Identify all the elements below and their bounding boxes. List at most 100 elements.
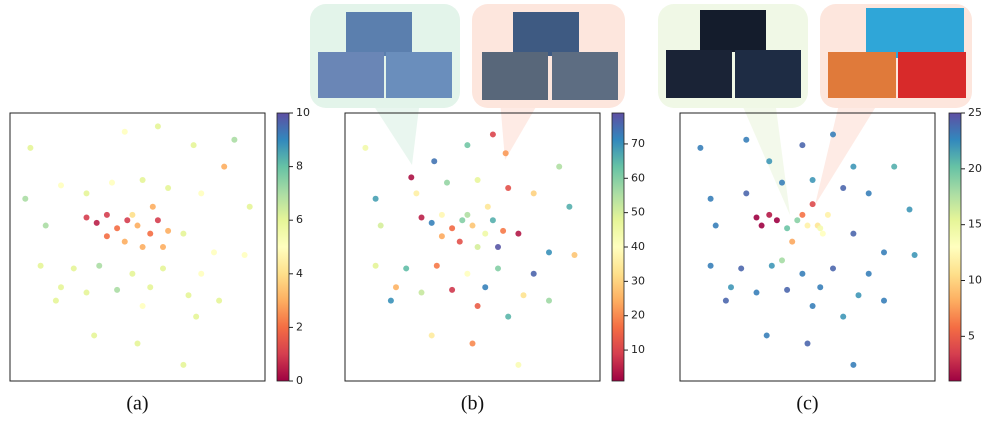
plot-frame: [9, 112, 266, 382]
point: [160, 244, 166, 250]
point: [147, 230, 154, 237]
point: [469, 222, 476, 229]
point: [809, 177, 816, 183]
colorbar-tick-label: 15: [968, 218, 982, 231]
point: [91, 332, 98, 339]
point: [165, 227, 172, 234]
point: [58, 284, 64, 291]
point: [799, 270, 806, 277]
point: [408, 174, 415, 181]
thumbnail: [898, 52, 966, 98]
point: [185, 292, 192, 299]
point: [22, 195, 29, 202]
colorbar-tick-label: 20: [631, 309, 645, 322]
point: [121, 128, 128, 135]
thumbnail: [700, 10, 766, 52]
point: [505, 313, 512, 320]
point: [546, 249, 552, 256]
colorbar-tick-label: 6: [296, 213, 303, 226]
thumbnail: [318, 52, 384, 98]
point: [566, 203, 573, 210]
point: [121, 238, 128, 245]
point: [707, 262, 714, 269]
point: [154, 123, 161, 130]
colorbar-tick-label: 10: [296, 106, 310, 119]
point: [221, 163, 228, 170]
colorbar-tick-label: 30: [631, 274, 645, 287]
point: [393, 284, 399, 291]
point: [418, 289, 425, 296]
callout-wedge: [500, 100, 540, 160]
point: [372, 195, 379, 202]
point: [850, 163, 857, 170]
point: [211, 249, 217, 256]
point: [216, 297, 223, 304]
point: [464, 270, 471, 277]
point: [139, 244, 146, 250]
callout-wedge: [370, 100, 420, 165]
point: [697, 144, 704, 151]
point: [804, 340, 811, 347]
point: [515, 361, 522, 368]
point: [459, 217, 466, 224]
point: [139, 177, 146, 183]
point: [530, 270, 537, 277]
point: [515, 230, 522, 237]
point: [124, 217, 131, 224]
colorbar-tick-label: 70: [631, 137, 645, 150]
point: [70, 265, 77, 272]
point: [830, 131, 836, 138]
point: [865, 270, 872, 277]
colorbar: [276, 112, 290, 382]
point: [180, 230, 187, 237]
point: [855, 292, 862, 299]
point: [93, 219, 100, 226]
point: [712, 222, 719, 229]
point: [198, 190, 205, 197]
point: [850, 230, 857, 237]
point: [42, 222, 49, 229]
point: [474, 244, 481, 250]
point: [789, 238, 796, 245]
point: [809, 201, 816, 208]
point: [134, 340, 141, 347]
point: [817, 225, 824, 232]
point: [489, 217, 496, 224]
point: [484, 203, 491, 210]
point: [738, 265, 745, 272]
point: [139, 302, 146, 309]
point: [850, 361, 857, 368]
point: [474, 302, 481, 309]
point: [403, 265, 410, 272]
point: [779, 179, 785, 186]
point: [840, 313, 847, 320]
caption: (c): [796, 393, 818, 415]
point: [154, 217, 161, 224]
point: [530, 190, 537, 197]
point: [482, 230, 489, 237]
point: [387, 297, 394, 304]
callouts: [310, 4, 972, 215]
point: [428, 332, 435, 339]
point: [505, 185, 512, 192]
callout-wedge: [740, 100, 790, 215]
point: [743, 190, 750, 197]
point: [779, 257, 785, 264]
thumbnail: [386, 52, 452, 98]
point: [906, 206, 913, 213]
thumbnail: [513, 12, 579, 56]
colorbar-tick-label: 10: [968, 274, 982, 287]
point: [428, 219, 435, 226]
point: [103, 211, 110, 218]
point: [891, 163, 898, 170]
point: [246, 203, 253, 210]
point: [449, 225, 456, 232]
caption: (a): [126, 393, 148, 415]
thumbnail: [866, 8, 964, 58]
thumbnail: [346, 12, 412, 56]
point: [495, 265, 501, 272]
point: [794, 217, 801, 224]
point: [474, 177, 481, 183]
point: [193, 313, 200, 320]
